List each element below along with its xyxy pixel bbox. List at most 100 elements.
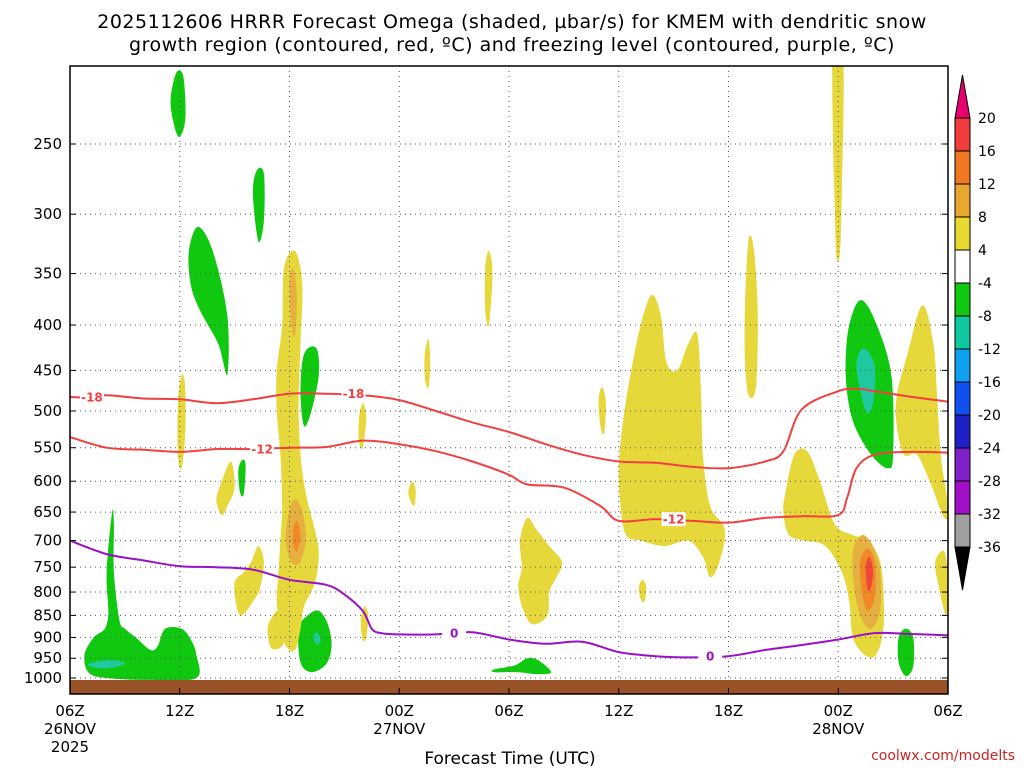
y-tick-label: 450 xyxy=(33,361,62,379)
colorbar-tick-label: -12 xyxy=(978,342,1001,358)
contour-label: -18 xyxy=(81,390,103,404)
colorbar-tick-label: 16 xyxy=(978,144,996,160)
x-tick-label: 06Z xyxy=(55,702,84,720)
y-tick-label: 350 xyxy=(33,265,62,283)
colorbar-tick-label: 4 xyxy=(978,243,987,259)
colorbar-tick-label: -20 xyxy=(978,408,1001,424)
x-tick-label: 12Z xyxy=(604,702,633,720)
omega-region-4-15 xyxy=(832,66,844,262)
contour-label-bg xyxy=(250,442,275,457)
colorbar-top-arrow xyxy=(954,74,971,119)
omega-region--4-9 xyxy=(897,628,915,677)
x-tick-label: 00Z xyxy=(385,702,414,720)
colorbar-segment xyxy=(954,183,971,218)
colorbar-segment xyxy=(954,150,971,185)
colorbar-segment xyxy=(954,513,971,548)
omega-region-16-0 xyxy=(865,556,874,592)
omega-region--4-3 xyxy=(300,346,320,427)
omega-region-4-8 xyxy=(234,546,264,616)
contour-label: -12 xyxy=(251,443,273,457)
colorbar-segment xyxy=(954,447,971,482)
contour-label: 0 xyxy=(450,627,458,641)
x-tick-label: 12Z xyxy=(165,702,194,720)
plot-frame xyxy=(69,65,949,695)
colorbar-segment xyxy=(954,315,971,350)
colorbar-bottom-arrow xyxy=(954,546,971,591)
omega-region-4-4 xyxy=(408,481,416,507)
colorbar-tick-label: 8 xyxy=(978,210,987,226)
contour-label: 0 xyxy=(706,650,714,664)
y-tick-label: 950 xyxy=(33,649,62,667)
omega-region--4-2 xyxy=(188,226,229,376)
x-tick-sublabel: 27NOV xyxy=(373,720,426,738)
y-tick-label: 300 xyxy=(33,205,62,223)
contour-label: -18 xyxy=(343,387,365,401)
omega-region-4-7 xyxy=(598,387,606,435)
omega-region-4-6 xyxy=(484,250,493,327)
x-tick-sublabel: 28NOV xyxy=(812,720,865,738)
contour-label-bg xyxy=(341,386,366,401)
omega-region-4-2 xyxy=(216,461,235,516)
omega-region--8-2 xyxy=(313,632,321,646)
omega-region--8-0 xyxy=(88,660,126,669)
y-tick-label: 400 xyxy=(33,316,62,334)
y-tick-label: 550 xyxy=(33,439,62,457)
x-tick-sublabel: 2025 xyxy=(51,738,89,756)
y-tick-label: 800 xyxy=(33,583,62,601)
colorbar-segment xyxy=(954,282,971,317)
colorbar-segment xyxy=(954,480,971,515)
colorbar-tick-label: 20 xyxy=(978,111,996,127)
colorbar-tick-label: -4 xyxy=(978,276,992,292)
contour-line-0 xyxy=(70,539,948,659)
omega-region-4-18 xyxy=(935,550,948,616)
x-axis-label: Forecast Time (UTC) xyxy=(424,749,595,768)
contour-line-neg12 xyxy=(70,436,948,524)
contour-label-bg xyxy=(442,626,467,641)
colorbar-tick-label: -8 xyxy=(978,309,992,325)
contours: -18 -18 -12 -12 0 0 xyxy=(70,386,948,664)
omega-region-12-0 xyxy=(292,520,301,552)
x-tick-sublabel: 26NOV xyxy=(44,720,97,738)
colorbar-segment xyxy=(954,249,971,284)
omega-region-4-11 xyxy=(518,517,563,625)
colorbar-segment xyxy=(954,414,971,449)
contour-label-bg xyxy=(698,649,723,664)
omega-region-4-0 xyxy=(276,250,319,652)
omega-region--4-4 xyxy=(238,459,246,497)
omega-region-4-1 xyxy=(177,374,186,470)
x-tick-label: 18Z xyxy=(714,702,743,720)
x-tick-label: 18Z xyxy=(275,702,304,720)
colorbar-tick-label: -36 xyxy=(978,540,1001,556)
colorbar-segment xyxy=(954,216,971,251)
omega-region-4-9 xyxy=(267,610,286,650)
y-axis-ticks: 250 300 350 400 450 500 550 600 650 700 750 800 850 9… xyxy=(24,135,948,687)
y-tick-label: 650 xyxy=(33,503,62,521)
y-tick-label: 600 xyxy=(33,472,62,490)
contour-label-bg xyxy=(661,512,686,527)
colorbar-segment xyxy=(954,348,971,383)
colorbar-tick-label: -32 xyxy=(978,507,1001,523)
y-tick-label: 750 xyxy=(33,558,62,576)
colorbar: 20 16 12 8 4 -4 -8 -12 -16 -20 -24 -28 -32 -36 xyxy=(954,74,1001,591)
y-tick-label: 700 xyxy=(33,532,62,550)
colorbar-tick-label: -16 xyxy=(978,375,1001,391)
chart-title-line-1: 2025112606 HRRR Forecast Omega (shaded, … xyxy=(97,11,927,33)
colorbar-segment xyxy=(954,381,971,416)
omega-region-4-10 xyxy=(360,606,369,642)
x-tick-label: 06Z xyxy=(933,702,962,720)
chart-title-line-2: growth region (contoured, red, ºC) and f… xyxy=(129,34,895,56)
omega-shading xyxy=(84,66,948,681)
omega-region-8-2 xyxy=(289,267,297,337)
y-tick-label: 500 xyxy=(33,402,62,420)
y-tick-label: 850 xyxy=(33,606,62,624)
contour-label-bg xyxy=(79,389,104,404)
contour-label: -12 xyxy=(663,513,685,527)
omega-region-4-13 xyxy=(618,294,726,578)
omega-region-4-3 xyxy=(358,403,367,449)
contour-line-neg18 xyxy=(70,387,948,470)
colorbar-tick-label: -28 xyxy=(978,474,1001,490)
omega-region--4-7 xyxy=(491,657,552,675)
omega-region--4-5 xyxy=(84,509,200,681)
colorbar-segment xyxy=(954,117,971,152)
